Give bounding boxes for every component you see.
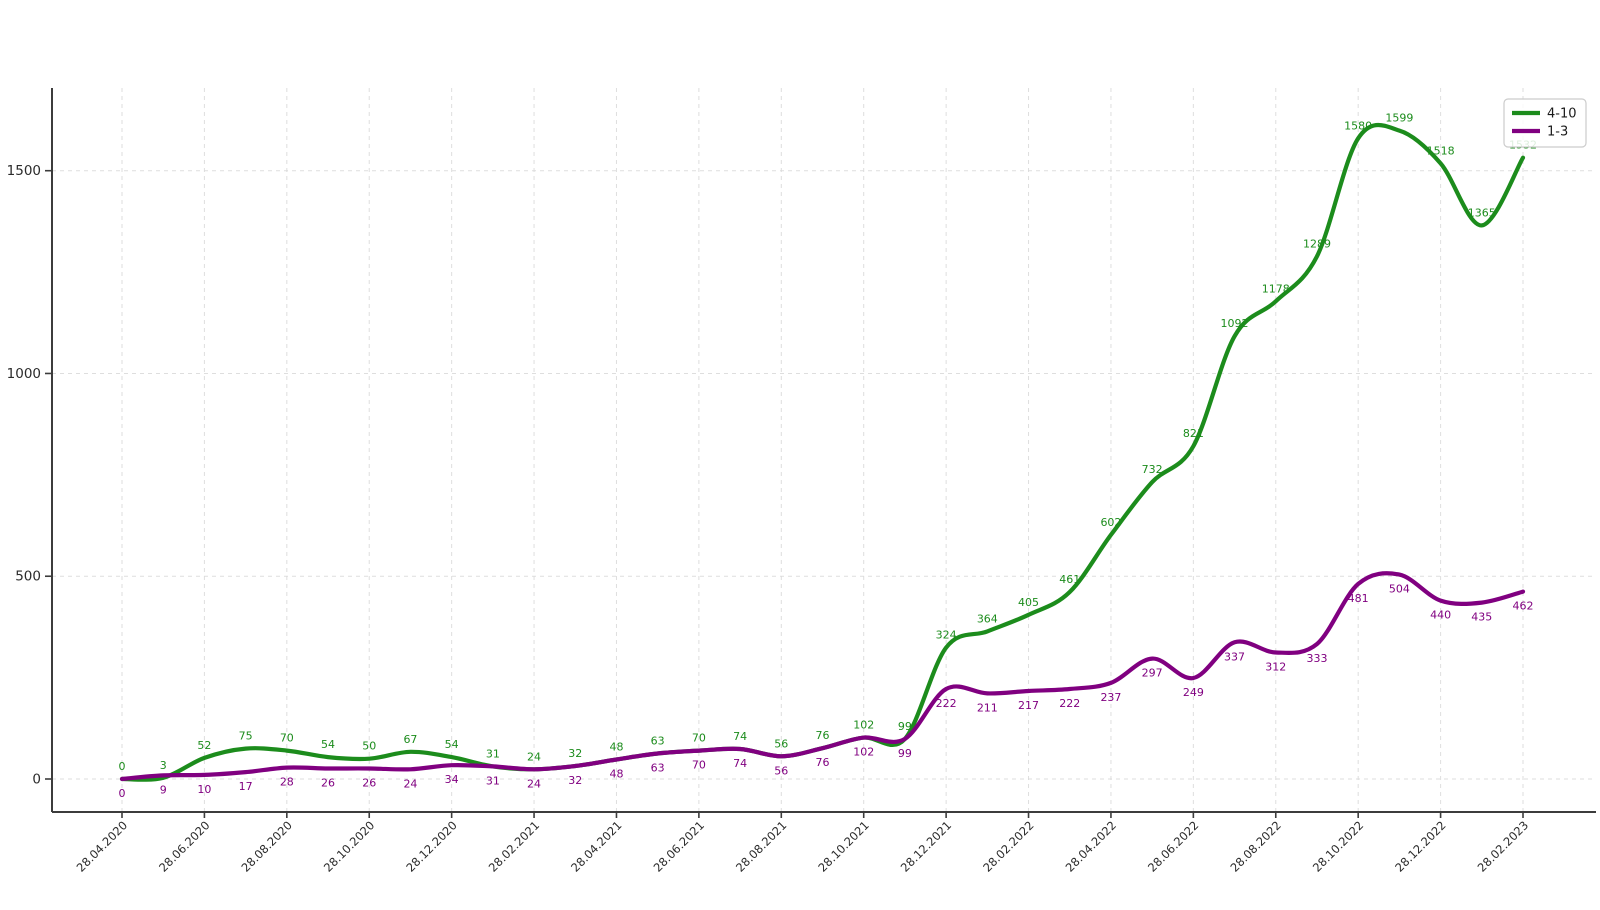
data-label-1-3: 10 (197, 783, 211, 796)
data-label-1-3: 99 (898, 747, 912, 760)
series-line-1-3 (119, 571, 1526, 782)
data-label-1-3: 312 (1265, 660, 1286, 673)
data-label-1-3: 32 (568, 774, 582, 787)
y-tick-label: 1500 (7, 163, 41, 179)
data-label-4-10: 24 (527, 750, 541, 763)
data-label-4-10: 405 (1018, 596, 1039, 609)
data-label-1-3: 249 (1183, 686, 1204, 699)
data-label-1-3: 63 (651, 761, 665, 774)
legend: 4-10 1-3 (1503, 98, 1587, 148)
x-tick-label: 28.10.2022 (1310, 818, 1366, 874)
legend-label: 1-3 (1547, 125, 1568, 140)
data-label-4-10: 0 (119, 760, 126, 773)
data-label-4-10: 76 (816, 729, 830, 742)
x-tick-label: 28.04.2020 (74, 818, 130, 874)
data-label-4-10: 1289 (1303, 237, 1331, 250)
data-label-4-10: 99 (898, 720, 912, 733)
data-label-1-3: 26 (321, 776, 335, 789)
data-label-1-3: 237 (1100, 691, 1121, 704)
x-tick-label: 28.12.2022 (1392, 818, 1448, 874)
data-label-4-10: 50 (362, 740, 376, 753)
data-label-1-3: 217 (1018, 699, 1039, 712)
data-label-4-10: 1580 (1344, 119, 1372, 132)
data-label-1-3: 297 (1142, 667, 1163, 680)
data-label-1-3: 56 (774, 764, 788, 777)
data-label-4-10: 54 (445, 738, 459, 751)
x-tick-label: 28.02.2022 (980, 818, 1036, 874)
data-label-1-3: 70 (692, 759, 706, 772)
x-tick-label: 28.12.2020 (403, 818, 459, 874)
data-label-1-3: 462 (1513, 600, 1534, 613)
data-label-4-10: 3 (160, 759, 167, 772)
data-label-4-10: 1518 (1427, 144, 1455, 157)
data-label-4-10: 48 (609, 741, 623, 754)
data-label-1-3: 76 (816, 756, 830, 769)
x-tick-label: 28.06.2022 (1145, 818, 1201, 874)
data-label-4-10: 54 (321, 738, 335, 751)
data-label-4-10: 364 (977, 612, 998, 625)
data-label-1-3: 24 (527, 777, 541, 790)
data-label-4-10: 1365 (1468, 206, 1496, 219)
data-label-4-10: 32 (568, 747, 582, 760)
data-label-4-10: 31 (486, 747, 500, 760)
data-label-1-3: 222 (1059, 697, 1080, 710)
data-label-4-10: 70 (692, 732, 706, 745)
x-tick-label: 28.02.2023 (1475, 818, 1531, 874)
data-label-1-3: 337 (1224, 650, 1245, 663)
x-tick-label: 28.08.2020 (238, 818, 294, 874)
data-label-4-10: 1092 (1221, 317, 1249, 330)
data-label-4-10: 75 (239, 730, 253, 743)
data-label-1-3: 211 (977, 701, 998, 714)
data-label-1-3: 504 (1389, 583, 1410, 596)
x-tick-label: 28.06.2020 (156, 818, 212, 874)
data-label-1-3: 24 (403, 777, 417, 790)
x-tick-label: 28.04.2022 (1063, 818, 1119, 874)
data-label-4-10: 1599 (1385, 112, 1413, 125)
data-label-1-3: 31 (486, 774, 500, 787)
data-label-1-3: 26 (362, 776, 376, 789)
y-tick-label: 1000 (7, 366, 41, 382)
data-label-1-3: 435 (1471, 611, 1492, 624)
data-label-1-3: 333 (1306, 652, 1327, 665)
data-label-4-10: 461 (1059, 573, 1080, 586)
data-label-4-10: 732 (1142, 463, 1163, 476)
data-label-1-3: 48 (609, 768, 623, 781)
x-tick-label: 28.08.2021 (733, 818, 789, 874)
data-label-4-10: 324 (936, 629, 957, 642)
x-tick-label: 28.10.2020 (321, 818, 377, 874)
data-label-1-3: 9 (160, 783, 167, 796)
data-label-1-3: 440 (1430, 609, 1451, 622)
series-line-4-10 (119, 122, 1526, 782)
data-label-1-3: 74 (733, 757, 747, 770)
data-label-1-3: 481 (1348, 592, 1369, 605)
data-label-1-3: 34 (445, 773, 459, 786)
data-label-1-3: 17 (239, 780, 253, 793)
y-tick-label: 500 (15, 569, 41, 585)
data-label-4-10: 74 (733, 730, 747, 743)
legend-label: 4-10 (1547, 107, 1577, 122)
x-tick-label: 28.10.2021 (815, 818, 871, 874)
data-label-4-10: 56 (774, 737, 788, 750)
data-label-1-3: 222 (936, 697, 957, 710)
data-label-1-3: 102 (853, 746, 874, 759)
y-tick-label: 0 (32, 772, 41, 788)
data-label-4-10: 102 (853, 719, 874, 732)
data-label-4-10: 70 (280, 732, 294, 745)
data-label-4-10: 63 (651, 734, 665, 747)
data-label-4-10: 602 (1100, 516, 1121, 529)
x-tick-label: 28.12.2021 (898, 818, 954, 874)
x-tick-label: 28.08.2022 (1227, 818, 1283, 874)
data-label-4-10: 52 (197, 739, 211, 752)
data-label-4-10: 67 (403, 733, 417, 746)
data-label-4-10: 821 (1183, 427, 1204, 440)
data-label-1-3: 0 (119, 787, 126, 800)
x-tick-label: 28.04.2021 (568, 818, 624, 874)
x-tick-label: 28.02.2021 (486, 818, 542, 874)
data-label-4-10: 1178 (1262, 282, 1290, 295)
data-label-1-3: 28 (280, 776, 294, 789)
x-tick-label: 28.06.2021 (651, 818, 707, 874)
